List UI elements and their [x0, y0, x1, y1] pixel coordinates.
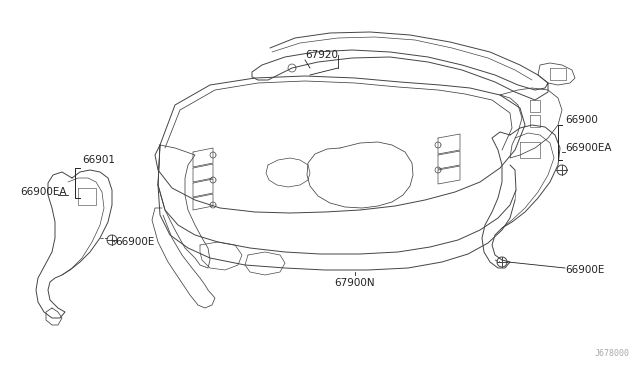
Text: 66900E: 66900E: [565, 265, 604, 275]
Text: 66900E: 66900E: [115, 237, 154, 247]
Text: 66901: 66901: [82, 155, 115, 165]
Text: 67920: 67920: [305, 50, 338, 60]
Text: J678000: J678000: [595, 349, 630, 358]
Text: 66900EA: 66900EA: [20, 187, 67, 197]
Text: 66900: 66900: [565, 115, 598, 125]
Text: 67900N: 67900N: [335, 278, 375, 288]
Text: 66900EA: 66900EA: [565, 143, 611, 153]
